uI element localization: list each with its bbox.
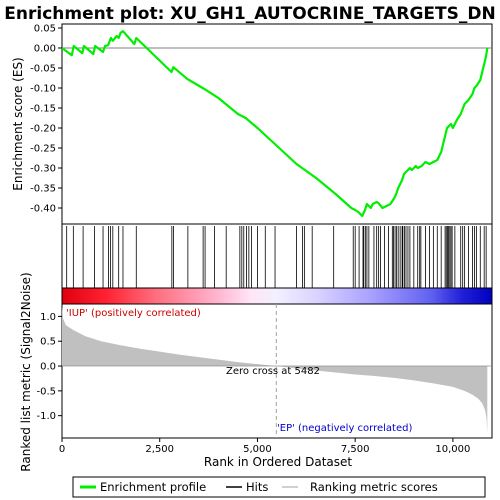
es-ytick-label-0: 0.05 bbox=[34, 24, 56, 35]
chart-title: Enrichment plot: XU_GH1_AUTOCRINE_TARGET… bbox=[4, 4, 495, 24]
xtick-label-2: 5,000 bbox=[243, 444, 272, 455]
xtick-label-0: 0 bbox=[59, 444, 65, 455]
legend: Enrichment profile Hits Ranking metric s… bbox=[72, 476, 486, 498]
es-panel-frame bbox=[61, 23, 493, 225]
positive-label: 'IUP' (positively correlated) bbox=[66, 308, 201, 319]
metric-layer bbox=[62, 304, 492, 438]
legend-profile-label: Enrichment profile bbox=[100, 480, 206, 494]
negative-label: 'EP' (negatively correlated) bbox=[277, 423, 412, 434]
es-ytick-label-9: -0.40 bbox=[30, 204, 56, 215]
zero-cross-label: Zero cross at 5482 bbox=[226, 366, 320, 377]
metric-ytick-label-3: -0.5 bbox=[36, 386, 56, 397]
metric-ytick-label-1: 0.5 bbox=[40, 337, 56, 348]
es-ytick-label-8: -0.35 bbox=[30, 184, 56, 195]
xtick-label-4: 10,000 bbox=[435, 444, 470, 455]
es-ytick-label-6: -0.25 bbox=[30, 144, 56, 155]
legend-hits-label: Hits bbox=[246, 480, 268, 494]
metric-ytick-label-0: 1.0 bbox=[40, 312, 56, 323]
metric-ytick-label-4: -1.0 bbox=[36, 411, 56, 422]
xtick-label-1: 2,500 bbox=[145, 444, 174, 455]
metric-ylabel: Ranked list metric (Signal2Noise) bbox=[19, 272, 33, 471]
es-ylabel: Enrichment score (ES) bbox=[11, 57, 25, 190]
legend-box bbox=[72, 476, 486, 498]
es-ytick-label-2: -0.05 bbox=[30, 64, 56, 75]
ranking-color-bar bbox=[61, 287, 493, 305]
es-ytick-label-4: -0.15 bbox=[30, 104, 56, 115]
es-layer bbox=[61, 30, 492, 218]
hits-panel-frame bbox=[61, 223, 493, 289]
hits-layer bbox=[66, 226, 487, 288]
es-ytick-label-3: -0.10 bbox=[30, 84, 56, 95]
es-ytick-label-5: -0.20 bbox=[30, 124, 56, 135]
xtick-label-3: 7,500 bbox=[341, 444, 370, 455]
ticks-layer: 0.050.00-0.05-0.10-0.15-0.20-0.25-0.30-0… bbox=[30, 24, 470, 456]
xlabel: Rank in Ordered Dataset bbox=[204, 455, 352, 469]
metric-area bbox=[62, 306, 488, 433]
metric-ytick-label-2: 0.0 bbox=[40, 362, 56, 373]
legend-metric-label: Ranking metric scores bbox=[310, 480, 438, 494]
es-ytick-label-7: -0.30 bbox=[30, 164, 56, 175]
metric-panel-frame bbox=[61, 303, 493, 439]
es-ytick-label-1: 0.00 bbox=[34, 44, 56, 55]
es-profile-line bbox=[61, 30, 489, 218]
